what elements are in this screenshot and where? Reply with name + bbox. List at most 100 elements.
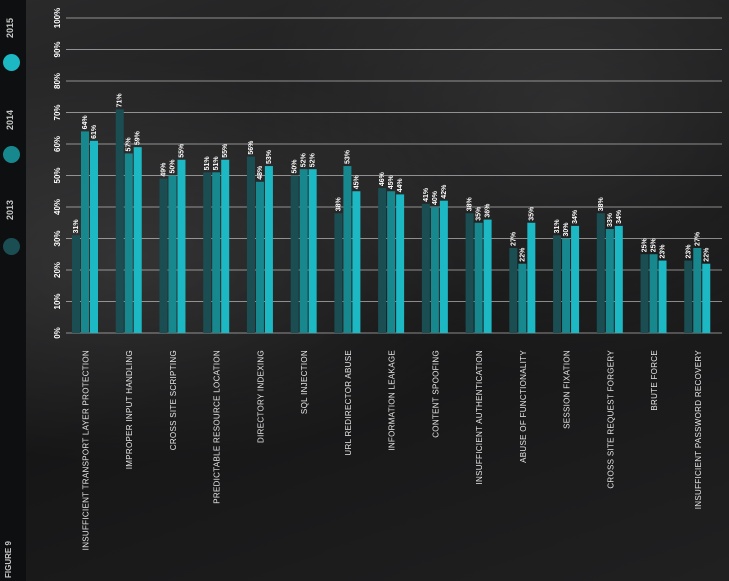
data-label: 22% (519, 247, 526, 262)
bar-2015 (396, 194, 405, 333)
bar-2013 (246, 156, 255, 333)
data-label: 57% (126, 137, 133, 152)
data-label: 30% (563, 222, 570, 237)
category-label: CONTENT SPOOFING (431, 350, 440, 438)
bar-2014 (518, 263, 527, 333)
category-label: SQL INJECTION (300, 350, 309, 414)
category-label: INSUFFICIENT AUTHENTICATION (475, 350, 484, 484)
data-label: 71% (117, 93, 124, 108)
data-label: 35% (528, 206, 535, 221)
bar-2015 (264, 166, 273, 333)
data-label: 23% (660, 244, 667, 259)
data-label: 34% (616, 209, 623, 224)
y-tick-label: 100% (53, 8, 62, 28)
bar-2015 (90, 140, 98, 333)
bar-2013 (421, 203, 430, 333)
data-label: 46% (379, 171, 386, 186)
y-tick-label: 90% (53, 41, 62, 57)
data-label: 45% (388, 174, 395, 189)
bar-2014 (299, 169, 308, 333)
bar-2014 (168, 175, 177, 333)
data-label: 36% (485, 203, 492, 218)
legend-swatch-2013 (3, 238, 20, 255)
bar-2015 (702, 263, 711, 333)
data-label: 55% (178, 143, 185, 158)
data-label: 49% (160, 162, 167, 177)
bar-2013 (553, 235, 562, 333)
bar-2015 (658, 260, 667, 333)
data-label: 27% (694, 231, 701, 246)
category-label: IMPROPER INPUT HANDLING (125, 350, 134, 469)
bar-2014 (124, 153, 133, 333)
bar-2015 (614, 225, 623, 333)
data-label: 51% (204, 156, 211, 171)
bar-2015 (571, 225, 580, 333)
y-tick-label: 0% (53, 327, 62, 339)
bar-2014 (430, 207, 439, 333)
data-label: 35% (476, 206, 483, 221)
data-label: 25% (642, 237, 649, 252)
data-label: 38% (598, 197, 605, 212)
data-label: 27% (510, 231, 517, 246)
bar-2015 (527, 222, 536, 333)
bar-2015 (221, 159, 230, 333)
legend-swatch-2015 (3, 54, 20, 71)
data-label: 56% (248, 140, 255, 155)
bar-2013 (72, 235, 80, 333)
data-label: 23% (685, 244, 692, 259)
data-label: 64% (82, 115, 89, 130)
bar-2014 (387, 191, 396, 333)
data-label: 34% (572, 209, 579, 224)
bar-2013 (596, 213, 605, 333)
data-label: 33% (607, 212, 614, 227)
data-label: 55% (222, 143, 229, 158)
data-label: 38% (335, 197, 342, 212)
data-label: 53% (344, 149, 351, 164)
bar-2013 (290, 175, 299, 333)
bar-2015 (308, 169, 317, 333)
category-label: INFORMATION LEAKAGE (388, 350, 397, 451)
data-label: 42% (441, 184, 448, 199)
category-label: ABUSE OF FUNCTIONALITY (519, 350, 528, 463)
legend-panel (0, 0, 26, 581)
bar-2014 (255, 181, 264, 333)
bar-2014 (562, 238, 571, 333)
bar-2013 (509, 247, 518, 333)
y-tick-label: 10% (53, 293, 62, 309)
data-label: 52% (301, 152, 308, 167)
data-label: 50% (169, 159, 176, 174)
data-label: 22% (703, 247, 710, 262)
bar-2015 (177, 159, 186, 333)
y-tick-label: 20% (53, 262, 62, 278)
bar-2015 (483, 219, 492, 333)
bar-2013 (115, 109, 124, 333)
y-tick-label: 70% (53, 104, 62, 120)
category-label: INSUFFICIENT TRANSPORT LAYER PROTECTION (82, 350, 91, 550)
data-label: 45% (353, 174, 360, 189)
category-label: URL REDIRECTOR ABUSE (344, 350, 353, 456)
data-label: 50% (292, 159, 299, 174)
data-label: 44% (397, 178, 404, 193)
bar-2013 (378, 188, 387, 333)
data-label: 41% (423, 187, 430, 202)
bar-2014 (693, 247, 702, 333)
data-label: 53% (266, 149, 273, 164)
data-label: 31% (73, 219, 80, 234)
category-label: DIRECTORY INDEXING (256, 350, 265, 443)
bar-2015 (133, 147, 142, 333)
bar-2013 (334, 213, 343, 333)
data-label: 48% (257, 165, 264, 180)
y-tick-label: 50% (53, 167, 62, 183)
legend-swatch-2014 (3, 146, 20, 163)
category-label: CROSS SITE SCRIPTING (169, 350, 178, 450)
category-label: INSUFFICIENT PASSWORD RECOVERY (694, 350, 703, 510)
bar-2013 (684, 260, 693, 333)
bar-2014 (649, 254, 658, 333)
data-label: 59% (135, 130, 142, 145)
category-label: BRUTE FORCE (650, 350, 659, 411)
bar-2015 (352, 191, 361, 333)
bar-2014 (212, 172, 221, 333)
category-label: PREDICTABLE RESOURCE LOCATION (213, 350, 222, 504)
y-tick-label: 60% (53, 136, 62, 152)
